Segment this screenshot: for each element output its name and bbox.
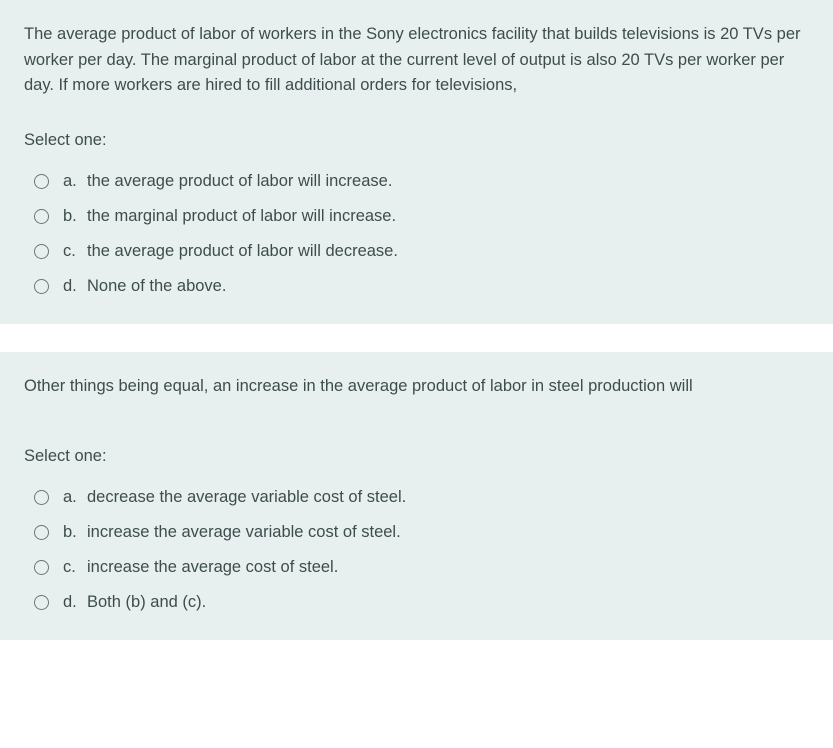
- radio-icon[interactable]: [34, 209, 49, 224]
- option-text: increase the average cost of steel.: [87, 558, 338, 577]
- option-letter: c.: [63, 558, 87, 577]
- option-text: None of the above.: [87, 277, 226, 296]
- radio-icon[interactable]: [34, 244, 49, 259]
- question-block-2: Other things being equal, an increase in…: [0, 352, 833, 641]
- option-letter: b.: [63, 207, 87, 226]
- radio-icon[interactable]: [34, 490, 49, 505]
- option-text: the average product of labor will decrea…: [87, 242, 398, 261]
- option-row[interactable]: a. the average product of labor will inc…: [24, 164, 809, 199]
- option-letter: a.: [63, 488, 87, 507]
- select-one-label: Select one:: [24, 131, 809, 150]
- option-row[interactable]: d. Both (b) and (c).: [24, 585, 809, 620]
- question-text: The average product of labor of workers …: [24, 22, 809, 99]
- option-text: Both (b) and (c).: [87, 593, 206, 612]
- radio-icon[interactable]: [34, 174, 49, 189]
- option-text: the average product of labor will increa…: [87, 172, 392, 191]
- radio-icon[interactable]: [34, 595, 49, 610]
- option-letter: c.: [63, 242, 87, 261]
- option-letter: a.: [63, 172, 87, 191]
- option-row[interactable]: b. the marginal product of labor will in…: [24, 199, 809, 234]
- select-one-label: Select one:: [24, 447, 809, 466]
- question-text: Other things being equal, an increase in…: [24, 374, 809, 400]
- option-text: the marginal product of labor will incre…: [87, 207, 396, 226]
- radio-icon[interactable]: [34, 525, 49, 540]
- radio-icon[interactable]: [34, 279, 49, 294]
- option-letter: d.: [63, 277, 87, 296]
- option-row[interactable]: c. the average product of labor will dec…: [24, 234, 809, 269]
- radio-icon[interactable]: [34, 560, 49, 575]
- option-row[interactable]: b. increase the average variable cost of…: [24, 515, 809, 550]
- option-row[interactable]: d. None of the above.: [24, 269, 809, 304]
- option-row[interactable]: c. increase the average cost of steel.: [24, 550, 809, 585]
- option-letter: d.: [63, 593, 87, 612]
- question-block-1: The average product of labor of workers …: [0, 0, 833, 324]
- option-letter: b.: [63, 523, 87, 542]
- option-text: increase the average variable cost of st…: [87, 523, 401, 542]
- option-text: decrease the average variable cost of st…: [87, 488, 406, 507]
- option-row[interactable]: a. decrease the average variable cost of…: [24, 480, 809, 515]
